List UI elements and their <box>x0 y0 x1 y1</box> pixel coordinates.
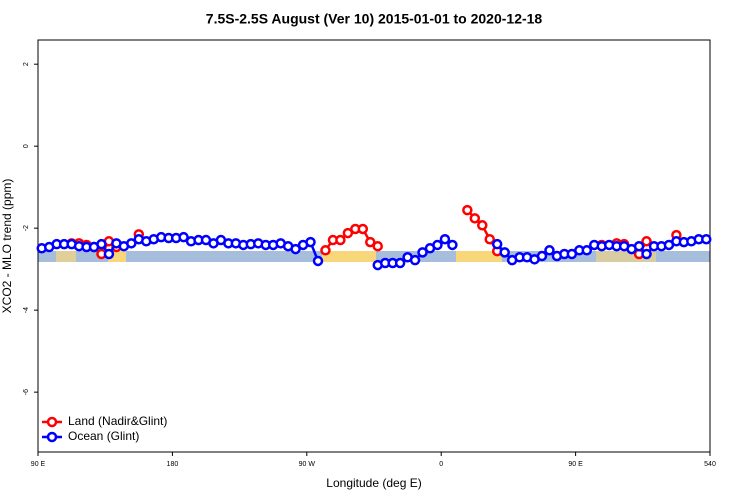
data-point <box>357 223 369 235</box>
data-point <box>581 245 593 256</box>
data-point <box>96 238 107 250</box>
data-point <box>372 240 383 252</box>
data-point <box>365 236 376 248</box>
chart-title: 7.5S-2.5S August (Ver 10) 2015-01-01 to … <box>206 11 543 27</box>
x-tick-label: 540 <box>704 461 716 468</box>
map-strip <box>38 251 710 262</box>
legend-marker <box>46 431 58 443</box>
data-point <box>439 233 451 245</box>
data-point <box>312 255 324 267</box>
data-point <box>417 247 428 258</box>
legend-label: Ocean (Glint) <box>68 429 139 443</box>
data-point <box>462 204 473 216</box>
data-point <box>633 240 645 252</box>
y-tick-label: -6 <box>23 389 30 395</box>
data-point <box>641 236 652 247</box>
data-point <box>305 236 316 248</box>
land-band <box>108 251 126 262</box>
legend-label: Land (Nadir&Glint) <box>68 414 167 428</box>
data-point <box>499 247 510 258</box>
data-point <box>491 238 503 250</box>
data-point <box>701 233 712 245</box>
land-band <box>56 251 76 262</box>
x-tick-label: 90 W <box>299 461 316 468</box>
x-axis-label: Longitude (deg E) <box>326 476 421 490</box>
data-point <box>432 239 443 251</box>
y-tick-label: -2 <box>23 225 30 231</box>
y-tick-label: 0 <box>23 144 30 148</box>
data-point <box>447 239 458 251</box>
data-point <box>126 238 137 249</box>
y-tick-label: 2 <box>23 62 30 66</box>
data-point <box>335 234 346 246</box>
data-point <box>178 231 189 243</box>
data-point <box>409 254 421 266</box>
data-point <box>342 227 354 239</box>
data-point <box>477 220 488 231</box>
data-point <box>544 245 555 256</box>
y-tick-label: -4 <box>23 307 30 313</box>
data-point <box>320 245 331 256</box>
x-tick-label: 0 <box>439 461 443 468</box>
land-band <box>322 251 376 262</box>
x-tick-label: 90 E <box>31 461 46 468</box>
data-point <box>484 233 495 245</box>
data-point <box>641 248 652 260</box>
data-point <box>103 248 115 260</box>
y-axis-label: XCO2 - MLO trend (ppm) <box>0 179 14 314</box>
x-tick-label: 90 E <box>568 461 583 468</box>
legend-marker <box>46 416 58 428</box>
data-point <box>290 243 301 255</box>
land-band <box>456 251 502 262</box>
x-tick-label: 180 <box>167 461 179 468</box>
data-point <box>536 250 548 262</box>
land-band <box>596 251 656 262</box>
data-point <box>394 257 406 269</box>
data-point <box>469 213 481 224</box>
